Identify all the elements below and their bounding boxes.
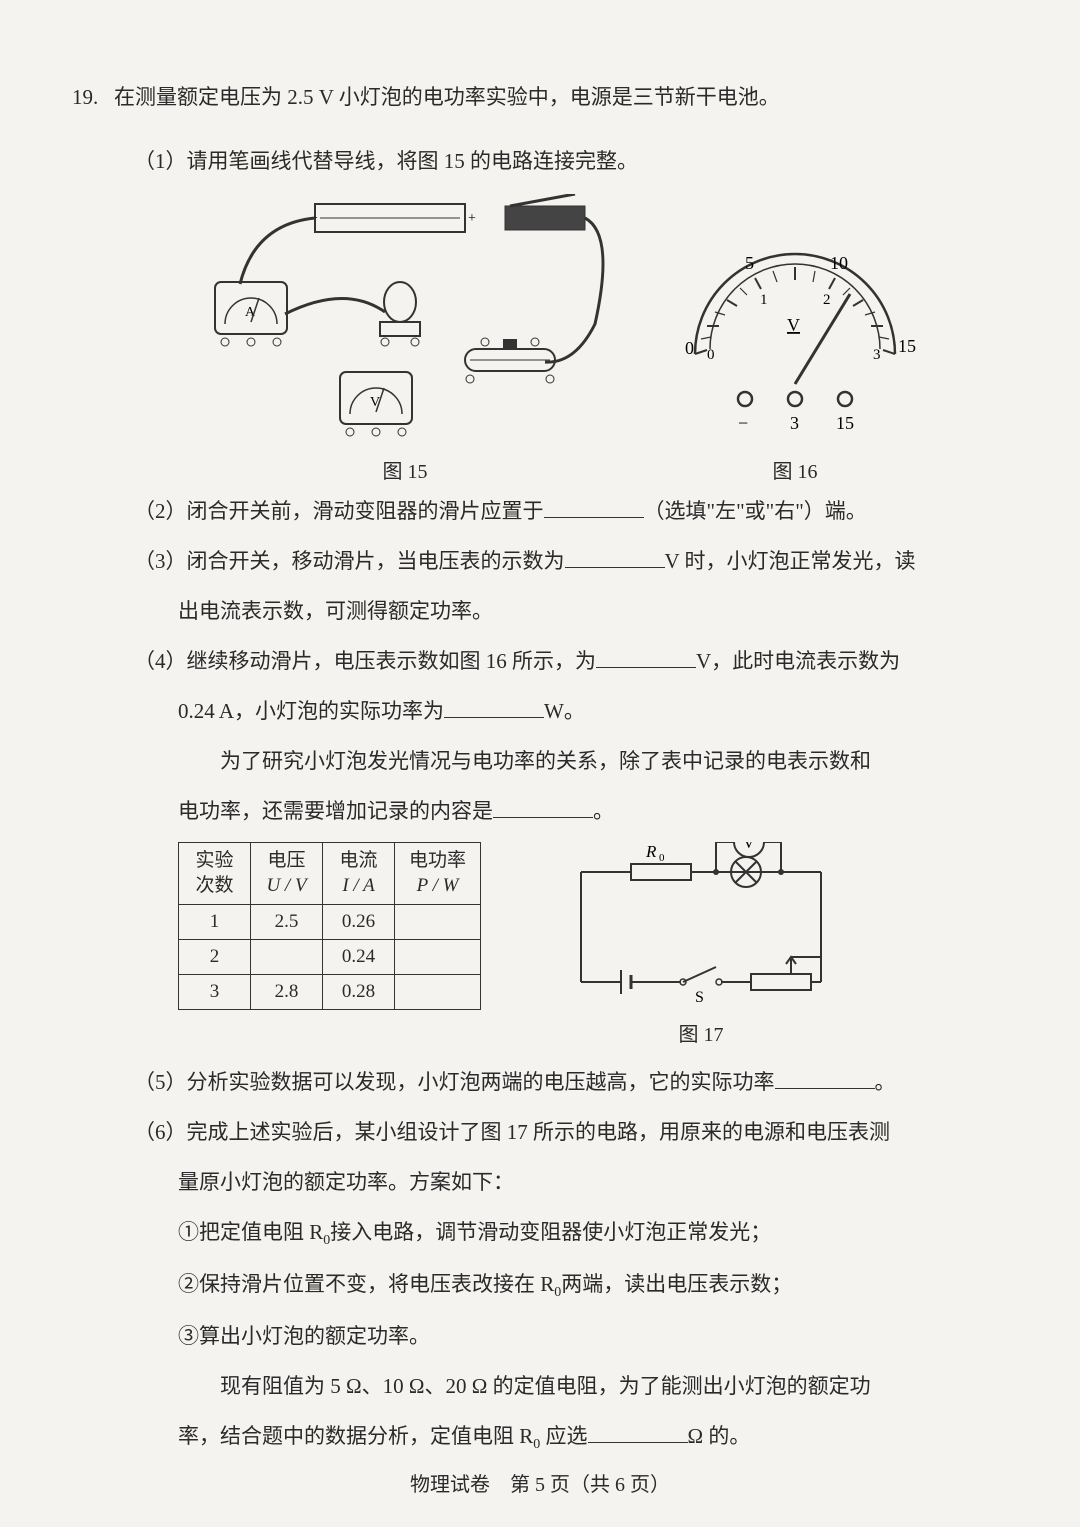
- blank-5: [775, 1069, 875, 1089]
- sub4-text-a: （4）继续移动滑片，电压表示数如图 16 所示，为: [134, 649, 596, 673]
- sub4-text-c: 0.24 A，小灯泡的实际功率为: [178, 699, 444, 723]
- sub5-text-b: 。: [875, 1070, 896, 1094]
- blank-3a: [565, 548, 665, 568]
- figure-17: R 0 V S: [551, 842, 851, 1047]
- table-and-circuit: 实验次数 电压U / V 电流I / A 电功率P / W 12.50.2620…: [178, 842, 1008, 1047]
- svg-text:S: S: [695, 989, 704, 1006]
- page-footer: 物理试卷 第 5 页（共 6 页）: [0, 1468, 1080, 1497]
- svg-text:V: V: [743, 842, 755, 852]
- svg-text:0: 0: [707, 347, 715, 363]
- blank-6: [588, 1423, 688, 1443]
- svg-text:3: 3: [790, 413, 799, 433]
- sub6-step1: ①把定值电阻 R0接入电路，调节滑动变阻器使小灯泡正常发光；: [178, 1211, 1008, 1255]
- table-body: 12.50.2620.2432.80.28: [179, 905, 481, 1010]
- figure-16-label: 图 16: [655, 455, 935, 484]
- table-cell: [395, 975, 481, 1010]
- question-number: 19.: [72, 85, 114, 110]
- svg-text:5: 5: [745, 253, 754, 273]
- th-voltage: 电压U / V: [251, 842, 323, 904]
- figure-15: − + A: [185, 194, 625, 484]
- table-cell: 1: [179, 905, 251, 940]
- svg-text:10: 10: [830, 253, 848, 273]
- svg-text:1: 1: [760, 292, 768, 308]
- figure-17-label: 图 17: [551, 1018, 851, 1047]
- svg-text:R: R: [645, 842, 657, 861]
- subquestion-1: （1）请用笔画线代替导线，将图 15 的电路连接完整。: [134, 140, 1008, 182]
- sub6-line2: 量原小灯泡的额定功率。方案如下：: [178, 1161, 1008, 1203]
- table-cell: 2.8: [251, 975, 323, 1010]
- svg-text:3: 3: [873, 347, 881, 363]
- svg-text:15: 15: [836, 413, 854, 433]
- blank-4a: [596, 648, 696, 668]
- svg-text:0: 0: [685, 338, 694, 358]
- table-header-row: 实验次数 电压U / V 电流I / A 电功率P / W: [179, 842, 481, 904]
- th-power: 电功率P / W: [395, 842, 481, 904]
- subquestion-4: （4）继续移动滑片，电压表示数如图 16 所示，为 V，此时电流表示数为: [134, 640, 1008, 682]
- sub6-1b: 接入电路，调节滑动变阻器使小灯泡正常发光；: [330, 1220, 771, 1244]
- sub6-2b: 两端，读出电压表示数；: [561, 1272, 792, 1296]
- sub2-text-a: （2）闭合开关前，滑动变阻器的滑片应置于: [134, 499, 544, 523]
- subquestion-5: （5）分析实验数据可以发现，小灯泡两端的电压越高，它的实际功率 。: [134, 1061, 1008, 1103]
- blank-4c: [493, 798, 593, 818]
- sub6-step3: ③算出小灯泡的额定功率。: [178, 1315, 1008, 1357]
- sub6-end-a: 现有阻值为 5 Ω、10 Ω、20 Ω 的定值电阻，为了能测出小灯泡的额定功: [178, 1365, 1008, 1407]
- table-row: 20.24: [179, 940, 481, 975]
- svg-text:V: V: [787, 315, 800, 335]
- sub6-step2: ②保持滑片位置不变，将电压表改接在 R0两端，读出电压表示数；: [178, 1263, 1008, 1307]
- subquestion-2: （2）闭合开关前，滑动变阻器的滑片应置于 （选填"左"或"右"）端。: [134, 490, 1008, 532]
- sub6-1a: ①把定值电阻 R: [178, 1220, 323, 1244]
- svg-text:−: −: [738, 413, 748, 433]
- table-cell: 0.24: [323, 940, 395, 975]
- table-cell: [251, 940, 323, 975]
- table-cell: 3: [179, 975, 251, 1010]
- data-table: 实验次数 电压U / V 电流I / A 电功率P / W 12.50.2620…: [178, 842, 481, 1010]
- question-intro: 在测量额定电压为 2.5 V 小灯泡的电功率实验中，电源是三节新干电池。: [114, 78, 780, 118]
- svg-text:+: +: [468, 211, 476, 226]
- blank-2: [544, 498, 644, 518]
- sub3-text-a: （3）闭合开关，移动滑片，当电压表的示数为: [134, 549, 565, 573]
- table-cell: 0.26: [323, 905, 395, 940]
- sub4-text-d: W。: [544, 699, 585, 723]
- sub4-line4: 电功率，还需要增加记录的内容是 。: [178, 790, 1008, 832]
- th-trial: 实验次数: [179, 842, 251, 904]
- sub6-end-line: 率，结合题中的数据分析，定值电阻 R0 应选Ω 的。: [178, 1415, 1008, 1459]
- subquestion-6: （6）完成上述实验后，某小组设计了图 17 所示的电路，用原来的电源和电压表测: [134, 1111, 1008, 1153]
- table-cell: 2.5: [251, 905, 323, 940]
- table-row: 12.50.26: [179, 905, 481, 940]
- sub2-text-b: （选填"左"或"右"）端。: [644, 499, 867, 523]
- svg-text:15: 15: [898, 336, 916, 356]
- svg-text:2: 2: [823, 292, 831, 308]
- table-cell: 2: [179, 940, 251, 975]
- circuit-17-icon: R 0 V S: [551, 842, 851, 1007]
- sub4-text-g: 。: [593, 799, 614, 823]
- voltmeter-dial-icon: 0 5 10 15 0 1 2 3 V − 3 15: [655, 234, 935, 444]
- subquestion-3: （3）闭合开关，移动滑片，当电压表的示数为 V 时，小灯泡正常发光，读: [134, 540, 1008, 582]
- table-row: 32.80.28: [179, 975, 481, 1010]
- question-header: 19. 在测量额定电压为 2.5 V 小灯泡的电功率实验中，电源是三节新干电池。: [72, 78, 1008, 118]
- sub6-end-c: 应选: [540, 1424, 587, 1448]
- sub6-end-d: Ω 的。: [688, 1424, 751, 1448]
- sub4-text-b: V，此时电流表示数为: [696, 649, 900, 673]
- sub6-end-b: 率，结合题中的数据分析，定值电阻 R: [178, 1424, 533, 1448]
- table-cell: [395, 905, 481, 940]
- figures-row-1: − + A: [112, 194, 1008, 484]
- sub4-text-f: 电功率，还需要增加记录的内容是: [178, 799, 493, 823]
- sub5-text-a: （5）分析实验数据可以发现，小灯泡两端的电压越高，它的实际功率: [134, 1070, 775, 1094]
- sub4-line2: 0.24 A，小灯泡的实际功率为 W。: [178, 690, 1008, 732]
- svg-text:0: 0: [659, 852, 665, 864]
- sub3-line2: 出电流表示数，可测得额定功率。: [178, 590, 1008, 632]
- sub4-line3: 为了研究小灯泡发光情况与电功率的关系，除了表中记录的电表示数和: [178, 740, 1008, 782]
- sub3-text-b: V 时，小灯泡正常发光，读: [665, 549, 916, 573]
- blank-4b: [444, 698, 544, 718]
- sub6-2a: ②保持滑片位置不变，将电压表改接在 R: [178, 1272, 554, 1296]
- table-cell: 0.28: [323, 975, 395, 1010]
- figure-16: 0 5 10 15 0 1 2 3 V − 3 15 图 16: [655, 234, 935, 484]
- th-current: 电流I / A: [323, 842, 395, 904]
- circuit-diagram-icon: − + A: [185, 194, 625, 444]
- figure-15-label: 图 15: [185, 455, 625, 484]
- table-cell: [395, 940, 481, 975]
